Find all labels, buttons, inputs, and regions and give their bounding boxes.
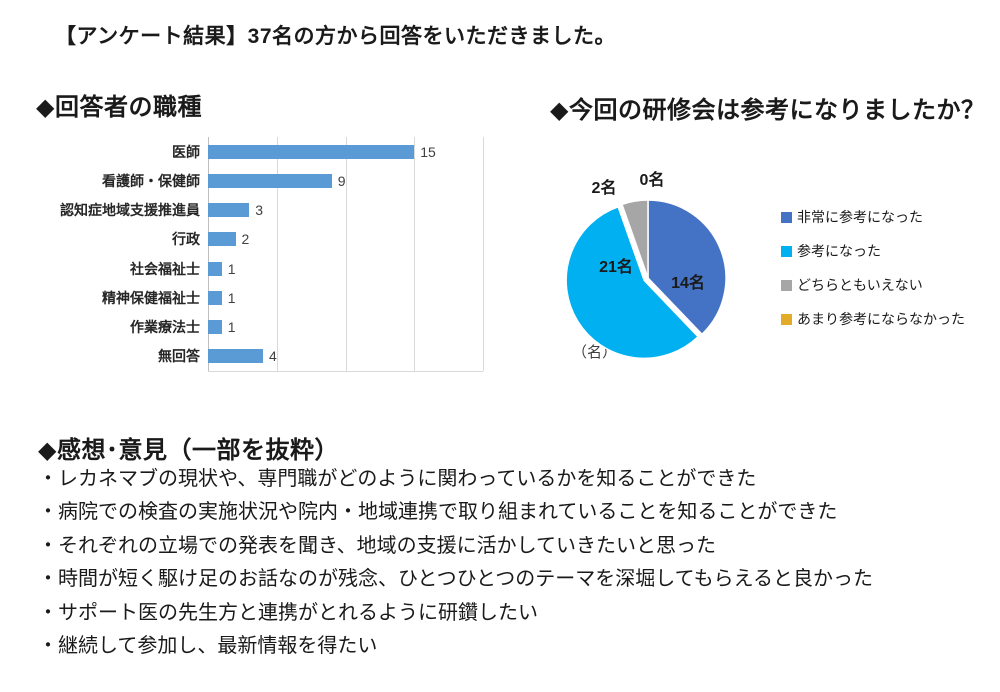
legend-swatch-icon bbox=[781, 279, 792, 291]
bar-category-label: 無回答 bbox=[158, 348, 200, 365]
pie-slice-label: 21名 bbox=[599, 257, 633, 276]
bar-category-label: 作業療法士 bbox=[130, 319, 200, 336]
comments-heading: ◆感想･意見（一部を抜粋） bbox=[38, 437, 339, 464]
legend-swatch-icon bbox=[781, 313, 792, 325]
bar-row: 精神保健福祉士 1 bbox=[30, 283, 495, 312]
bar-value-label: 9 bbox=[337, 172, 346, 189]
bar-row: 社会福祉士 1 bbox=[30, 254, 495, 283]
comment-item: ・病院での検査の実施状況や院内・地域連携で取り組まれていることを知ることができた bbox=[38, 501, 838, 524]
bar-value-label: 15 bbox=[420, 143, 436, 160]
bar-value-label: 3 bbox=[255, 202, 264, 219]
bar bbox=[208, 349, 263, 364]
bar bbox=[208, 232, 236, 247]
bar-row: 認知症地域支援推進員 3 bbox=[30, 196, 495, 225]
bar-chart-axis-line bbox=[208, 137, 209, 371]
bar-value-label: 1 bbox=[227, 260, 236, 277]
bar-value-label: 2 bbox=[241, 231, 250, 248]
pie-slice-label: 0名 bbox=[640, 170, 665, 189]
bar-value-label: 1 bbox=[227, 289, 236, 306]
comment-item: ・継続して参加し、最新情報を得たい bbox=[38, 634, 378, 657]
feedback-pie-chart: 14名 21名 2名 0名 bbox=[555, 168, 755, 368]
legend-item: あまり参考にならなかった bbox=[781, 302, 965, 336]
pie-svg: 14名 21名 2名 0名 bbox=[565, 170, 727, 360]
legend-label: 参考になった bbox=[797, 243, 881, 259]
bar-track: 3 bbox=[208, 196, 483, 225]
legend-swatch-icon bbox=[781, 245, 792, 257]
comment-item: ・レカネマブの現状や、専門職がどのように関わっているかを知ることができた bbox=[38, 468, 757, 490]
bar-chart-gridline bbox=[483, 137, 484, 371]
bar-value-label: 4 bbox=[269, 348, 277, 365]
bar-category-label: 社会福祉士 bbox=[130, 260, 200, 277]
legend-item: 非常に参考になった bbox=[781, 200, 965, 234]
occupation-bar-chart: （名） 医師 15 看護師・保健師 9 認知症地域支援推進員 3 行政 2 社会福祉士 1 精神保健… bbox=[30, 137, 617, 372]
bar-row: 看護師・保健師 9 bbox=[30, 166, 495, 195]
bar-chart-gridline bbox=[414, 137, 416, 371]
pie-slice bbox=[647, 199, 727, 336]
pie-slice-label: 2名 bbox=[592, 178, 617, 197]
legend-item: どちらともいえない bbox=[781, 268, 965, 302]
bar bbox=[208, 320, 222, 335]
bar-track: 1 bbox=[208, 313, 483, 342]
bar-track: 2 bbox=[208, 225, 483, 254]
bar-chart-rows: 医師 15 看護師・保健師 9 認知症地域支援推進員 3 行政 2 社会福祉士 1 精神保健福祉士 1… bbox=[30, 137, 495, 371]
pie-slice bbox=[621, 199, 649, 279]
bar-track: 4 bbox=[208, 342, 483, 371]
legend-item: 参考になった bbox=[781, 234, 965, 268]
bar-section-heading: ◆回答者の職種 bbox=[36, 94, 202, 121]
bar-track: 15 bbox=[208, 137, 483, 166]
bar-category-label: 認知症地域支援推進員 bbox=[60, 202, 200, 219]
pie-section-heading: ◆今回の研修会は参考になりましたか？ bbox=[550, 97, 986, 124]
comment-item: ・時間が短く駆け足のお話なのが残念、ひとつひとつのテーマを深堀してもらえると良か… bbox=[38, 568, 873, 591]
bar bbox=[208, 203, 250, 218]
legend-swatch-icon bbox=[781, 211, 792, 223]
bar-chart-gridline bbox=[276, 137, 278, 371]
bar-row: 作業療法士 1 bbox=[30, 313, 495, 342]
bar-track: 1 bbox=[208, 283, 483, 312]
legend-label: 非常に参考になった bbox=[797, 209, 923, 225]
bar-value-label: 1 bbox=[227, 319, 236, 336]
bar bbox=[208, 290, 222, 305]
comment-item: ・それぞれの立場での発表を聞き、地域の支援に活かしていきたいと思った bbox=[38, 534, 716, 557]
comments-list: ・レカネマブの現状や、専門職がどのように関わっているかを知ることができた・病院で… bbox=[38, 463, 978, 663]
legend-label: どちらともいえない bbox=[797, 277, 923, 293]
legend-label: あまり参考にならなかった bbox=[797, 311, 965, 327]
bar-category-label: 医師 bbox=[172, 143, 200, 160]
bar-chart-gridline bbox=[345, 137, 347, 371]
bar-track: 9 bbox=[208, 166, 483, 195]
bar-row: 無回答 4 bbox=[30, 342, 495, 371]
bar-row: 医師 15 bbox=[30, 137, 495, 166]
comment-item: ・サポート医の先生方と連携がとれるように研鑽したい bbox=[38, 601, 538, 624]
bar bbox=[208, 173, 332, 188]
bar-row: 行政 2 bbox=[30, 225, 495, 254]
page-title: 【アンケート結果】37名の方から回答をいただきました。 bbox=[55, 25, 617, 48]
bar bbox=[208, 261, 222, 276]
pie-slice-label: 14名 bbox=[671, 273, 705, 292]
bar-track: 1 bbox=[208, 254, 483, 283]
pie-slice bbox=[565, 205, 700, 360]
pie-legend: 非常に参考になった 参考になったどちらともいえないあまり参考にならなかった bbox=[781, 200, 965, 336]
bar bbox=[208, 144, 415, 159]
bar-category-label: 精神保健福祉士 bbox=[102, 289, 200, 306]
bar-category-label: 行政 bbox=[172, 231, 200, 248]
bar-category-label: 看護師・保健師 bbox=[102, 172, 200, 189]
